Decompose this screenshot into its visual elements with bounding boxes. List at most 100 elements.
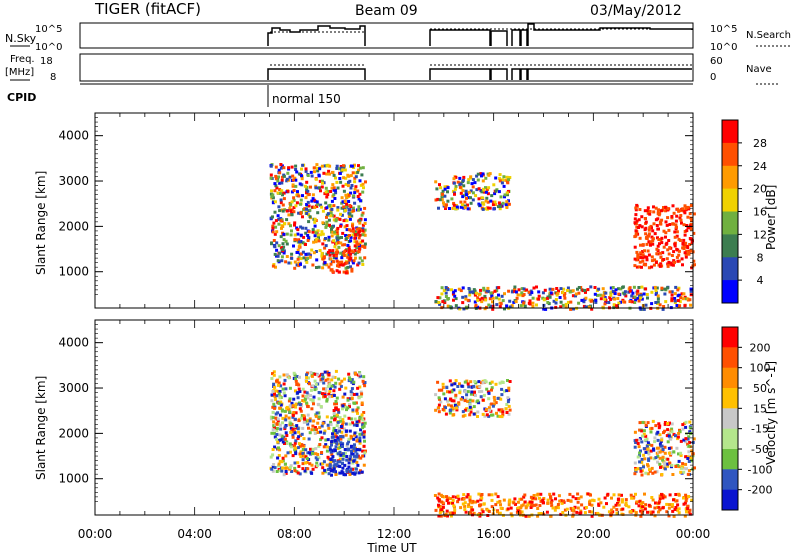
cell-0-4-205 [645,293,649,296]
cell-1-1-98 [330,443,333,447]
cell-0-0-341 [349,229,353,233]
cb-tick-label-0-1: 24 [753,160,767,173]
cell-1-2-92 [449,404,453,408]
cell-0-4-191 [505,304,509,308]
xtick-label-4: 16:00 [476,527,511,541]
cell-1-0-317 [347,416,351,420]
cell-1-0-225 [324,443,328,447]
cell-0-5-121 [667,252,671,256]
cell-0-4-340 [678,304,682,308]
cell-1-3-197 [536,514,540,518]
cell-1-4-176 [689,456,693,460]
cell-0-5-167 [658,220,662,224]
cell-1-4-60 [634,441,638,444]
cell-0-0-239 [290,213,294,217]
cell-1-3-159 [447,501,450,505]
cell-1-3-27 [579,509,583,513]
cell-0-0-196 [285,232,289,236]
cell-1-0-196 [298,472,302,476]
cell-0-0-634 [279,198,283,202]
cell-1-0-673 [332,412,336,415]
cell-0-5-71 [635,250,639,254]
cell-1-0-518 [276,383,280,387]
cell-0-3-117 [461,189,465,193]
cell-1-1-61 [352,437,356,441]
cell-1-3-230 [499,506,503,510]
cell-0-0-479 [317,265,321,269]
cell-0-0-545 [291,178,295,182]
cell-1-4-203 [658,462,662,466]
cell-0-5-225 [672,222,676,226]
cell-0-5-143 [692,231,696,235]
cell-0-4-44 [628,286,632,290]
cell-0-0-570 [358,219,362,223]
cell-0-0-559 [306,239,310,242]
colorbar-seg-0-7 [722,280,738,304]
cell-0-0-169 [361,223,365,227]
cell-1-2-158 [454,379,458,383]
cell-1-2-140 [504,407,508,411]
cell-0-3-172 [477,187,481,191]
cell-1-4-15 [679,439,683,443]
cell-1-4-220 [658,450,662,454]
cell-0-0-539 [311,197,315,201]
cell-1-3-303 [480,496,484,500]
cell-0-3-2 [456,180,460,184]
cell-0-0-668 [354,175,358,179]
cell-1-0-680 [288,442,292,446]
cell-0-4-221 [593,286,597,289]
cell-1-2-61 [492,402,496,406]
cell-0-0-33 [351,222,355,226]
cell-1-0-571 [308,462,312,466]
cell-0-0-418 [330,199,334,203]
cell-1-0-49 [338,457,342,461]
cell-1-4-26 [687,469,691,473]
cell-1-0-322 [350,458,354,462]
cell-0-4-414 [464,297,468,301]
cell-1-3-14 [550,499,554,503]
cell-0-0-217 [299,198,303,202]
cell-0-4-122 [441,300,445,304]
cell-0-5-49 [672,259,676,263]
cell-0-4-215 [609,286,613,290]
cell-1-3-229 [509,512,513,516]
cell-0-0-691 [341,168,345,172]
cell-0-0-219 [280,259,284,263]
cell-0-1-13 [344,271,348,275]
cell-0-0-365 [274,225,278,229]
cell-1-3-406 [630,496,634,500]
cell-0-5-205 [634,229,638,233]
cell-0-1-35 [331,270,335,274]
cell-1-1-24 [329,450,333,454]
cell-1-3-165 [479,498,483,502]
cell-0-0-521 [306,257,310,260]
colorbar-frame-1 [721,326,739,511]
cell-0-4-234 [485,305,488,309]
cell-0-0-500 [285,242,289,246]
cell-0-0-620 [271,215,274,219]
cell-0-0-452 [280,226,283,230]
cell-1-0-392 [275,427,279,430]
cell-1-3-104 [446,514,449,518]
cell-1-0-520 [322,387,326,391]
cell-0-0-140 [341,253,345,257]
cell-0-4-121 [617,287,620,291]
cell-0-3-148 [484,190,488,194]
cell-1-0-479 [293,425,296,428]
cell-1-3-289 [624,498,628,502]
cell-1-0-154 [289,450,292,454]
cell-1-0-2 [323,429,327,433]
cell-1-0-620 [288,397,292,401]
cell-0-3-67 [494,189,498,193]
cell-0-0-303 [295,226,299,230]
cell-1-1-28 [358,448,362,452]
cell-0-5-242 [638,260,642,264]
cell-0-4-188 [549,291,553,295]
cell-0-4-289 [677,293,681,297]
cell-1-4-209 [674,465,678,468]
cell-0-5-9 [666,248,670,252]
cell-1-0-411 [307,382,311,386]
cell-0-2-17 [347,228,351,232]
cell-1-2-78 [455,408,459,412]
